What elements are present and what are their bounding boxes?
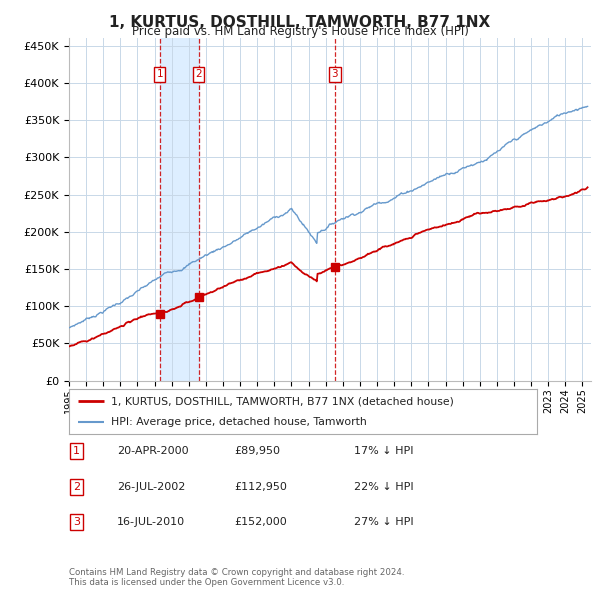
Text: 26-JUL-2002: 26-JUL-2002 [117,482,185,491]
Text: 16-JUL-2010: 16-JUL-2010 [117,517,185,527]
Text: 22% ↓ HPI: 22% ↓ HPI [354,482,413,491]
Text: 1, KURTUS, DOSTHILL, TAMWORTH, B77 1NX: 1, KURTUS, DOSTHILL, TAMWORTH, B77 1NX [109,15,491,30]
Text: 1, KURTUS, DOSTHILL, TAMWORTH, B77 1NX (detached house): 1, KURTUS, DOSTHILL, TAMWORTH, B77 1NX (… [111,396,454,407]
Text: 20-APR-2000: 20-APR-2000 [117,447,188,456]
Text: HPI: Average price, detached house, Tamworth: HPI: Average price, detached house, Tamw… [111,417,367,427]
Text: £112,950: £112,950 [234,482,287,491]
Text: 17% ↓ HPI: 17% ↓ HPI [354,447,413,456]
Text: Contains HM Land Registry data © Crown copyright and database right 2024.
This d: Contains HM Land Registry data © Crown c… [69,568,404,587]
Text: 2: 2 [195,69,202,79]
Bar [160,38,199,381]
Text: £89,950: £89,950 [234,447,280,456]
Text: 1: 1 [157,69,163,79]
Text: 3: 3 [73,517,80,527]
Text: 3: 3 [332,69,338,79]
Text: 27% ↓ HPI: 27% ↓ HPI [354,517,413,527]
Text: 2: 2 [73,482,80,491]
Text: Price paid vs. HM Land Registry's House Price Index (HPI): Price paid vs. HM Land Registry's House … [131,25,469,38]
Text: £152,000: £152,000 [234,517,287,527]
Text: 1: 1 [73,447,80,456]
